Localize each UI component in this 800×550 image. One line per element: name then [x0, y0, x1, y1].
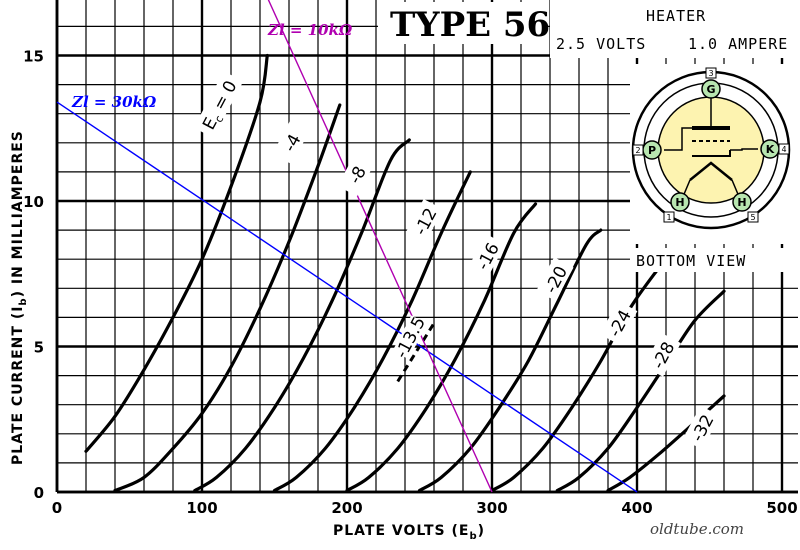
cathode-electrode [692, 150, 731, 157]
x-tick-label: 500 [766, 499, 797, 517]
load-line-0 [56, 101, 638, 493]
svg-text:H: H [737, 196, 746, 209]
pin-g: G 3 [701, 67, 721, 99]
watermark: oldtube.com [650, 520, 744, 538]
svg-text:P: P [648, 144, 656, 157]
curve-label-3: -12 [405, 198, 444, 243]
y-tick-label: 10 [23, 193, 44, 211]
pin-k: K 4 [760, 139, 790, 159]
plate-curve-4 [345, 202, 538, 493]
x-tick-label: 100 [186, 499, 217, 517]
load-line-label-30k: Zl = 30kΩ [71, 93, 157, 111]
curve-labels: Ec = 0-4-8-12-16-20-24-28-32-13.5 [193, 71, 720, 450]
chart-title: TYPE 56 [390, 5, 550, 45]
svg-text:K: K [766, 143, 775, 156]
title-backdrop [378, 2, 546, 44]
svg-text:4: 4 [781, 145, 786, 154]
plate-curve-2 [193, 138, 411, 493]
y-axis-label: PLATE CURRENT (Ib) IN MILLIAMPERES [10, 130, 29, 465]
heater-filament [689, 161, 733, 181]
plate-curve-7 [555, 289, 726, 493]
plate-curve-1 [113, 103, 342, 493]
tube-base-diagram: G 3 P 2 K 4 H 1 H 5 [630, 64, 800, 244]
pin-h-right: H 5 [732, 192, 759, 223]
bottom-view-caption: BOTTOM VIEW [636, 252, 746, 270]
pin-h-left: H 1 [663, 192, 690, 223]
caption-backdrop [630, 248, 800, 272]
y-tick-label: 15 [23, 48, 44, 66]
load-line-1 [267, 0, 493, 493]
load-line-label-10k: Zl = 10kΩ [267, 21, 353, 39]
svg-text:3: 3 [708, 69, 713, 78]
svg-text:G: G [706, 83, 715, 96]
svg-text:2: 2 [635, 146, 640, 155]
heater-backdrop [550, 0, 800, 58]
plate-curve-3 [272, 170, 472, 493]
plate-curve-0 [84, 53, 269, 453]
pin-p: P 2 [632, 140, 662, 160]
y-tick-label: 0 [34, 484, 44, 502]
load-lines: Zl = 30kΩ Zl = 10kΩ [56, 0, 638, 493]
x-tick-label: 400 [621, 499, 652, 517]
heater-ampere: 1.0 AMPERE [688, 35, 788, 53]
heater-volts: 2.5 VOLTS [556, 35, 646, 53]
x-tick-label: 300 [476, 499, 507, 517]
y-tick-label: 5 [34, 339, 44, 357]
x-tick-label: 200 [331, 499, 362, 517]
x-tick-label: 0 [52, 499, 62, 517]
heater-label: HEATER [646, 7, 706, 25]
svg-text:5: 5 [750, 213, 755, 222]
plate-curve-5 [417, 228, 603, 493]
x-axis-label: PLATE VOLTS (Eb) [333, 523, 485, 542]
svg-text:H: H [675, 196, 684, 209]
svg-text:1: 1 [666, 213, 671, 222]
